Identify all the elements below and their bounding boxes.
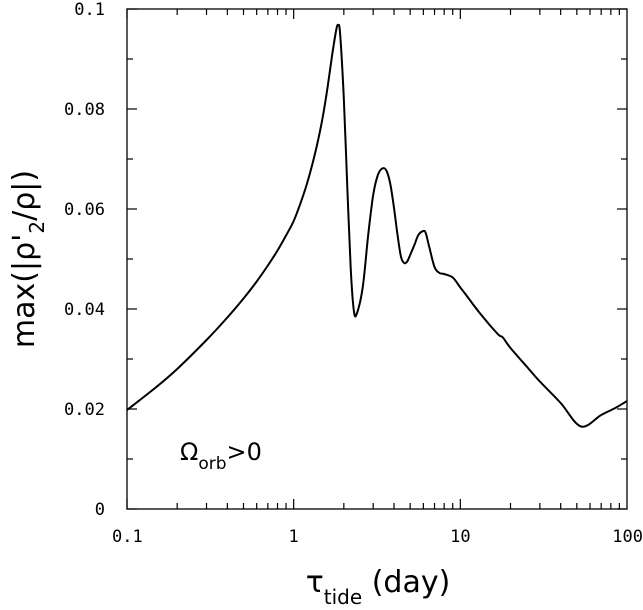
tick-labels: 0.1 1 10 100 0 0.02 0.04 0.06 0.08 0.1 <box>64 0 643 547</box>
y-tick-label: 0 <box>95 500 105 520</box>
y-tick-label: 0.04 <box>64 300 105 320</box>
annotation: Ωorb>0 <box>180 438 262 474</box>
x-axis-label-rest: (day) <box>362 565 450 600</box>
annotation-rest: >0 <box>227 438 262 466</box>
x-axis-label-main: τ <box>306 565 324 600</box>
y-tick-label: 0.02 <box>64 400 105 420</box>
y-axis-label-post: /ρ|) <box>7 170 42 221</box>
x-tick-label: 0.1 <box>112 527 143 547</box>
y-tick-label: 0.1 <box>74 0 105 20</box>
x-tick-label: 1 <box>289 527 299 547</box>
x-axis-label-sub: tide <box>324 585 362 609</box>
y-axis-label-pre: max(|ρ' <box>7 234 42 348</box>
x-axis-label: τtide (day) <box>306 565 451 609</box>
y-axis-label: max(|ρ'2/ρ|) <box>7 170 49 348</box>
data-line <box>126 23 628 428</box>
y-tick-label: 0.06 <box>64 200 105 220</box>
y-axis-label-sub: 2 <box>25 221 49 234</box>
annotation-main: Ω <box>180 438 198 466</box>
y-tick-label: 0.08 <box>64 100 105 120</box>
plot-frame <box>126 8 628 510</box>
annotation-sub: orb <box>198 454 226 474</box>
ticks <box>126 8 627 510</box>
x-tick-label: 10 <box>450 527 470 547</box>
x-tick-label: 100 <box>612 527 643 547</box>
